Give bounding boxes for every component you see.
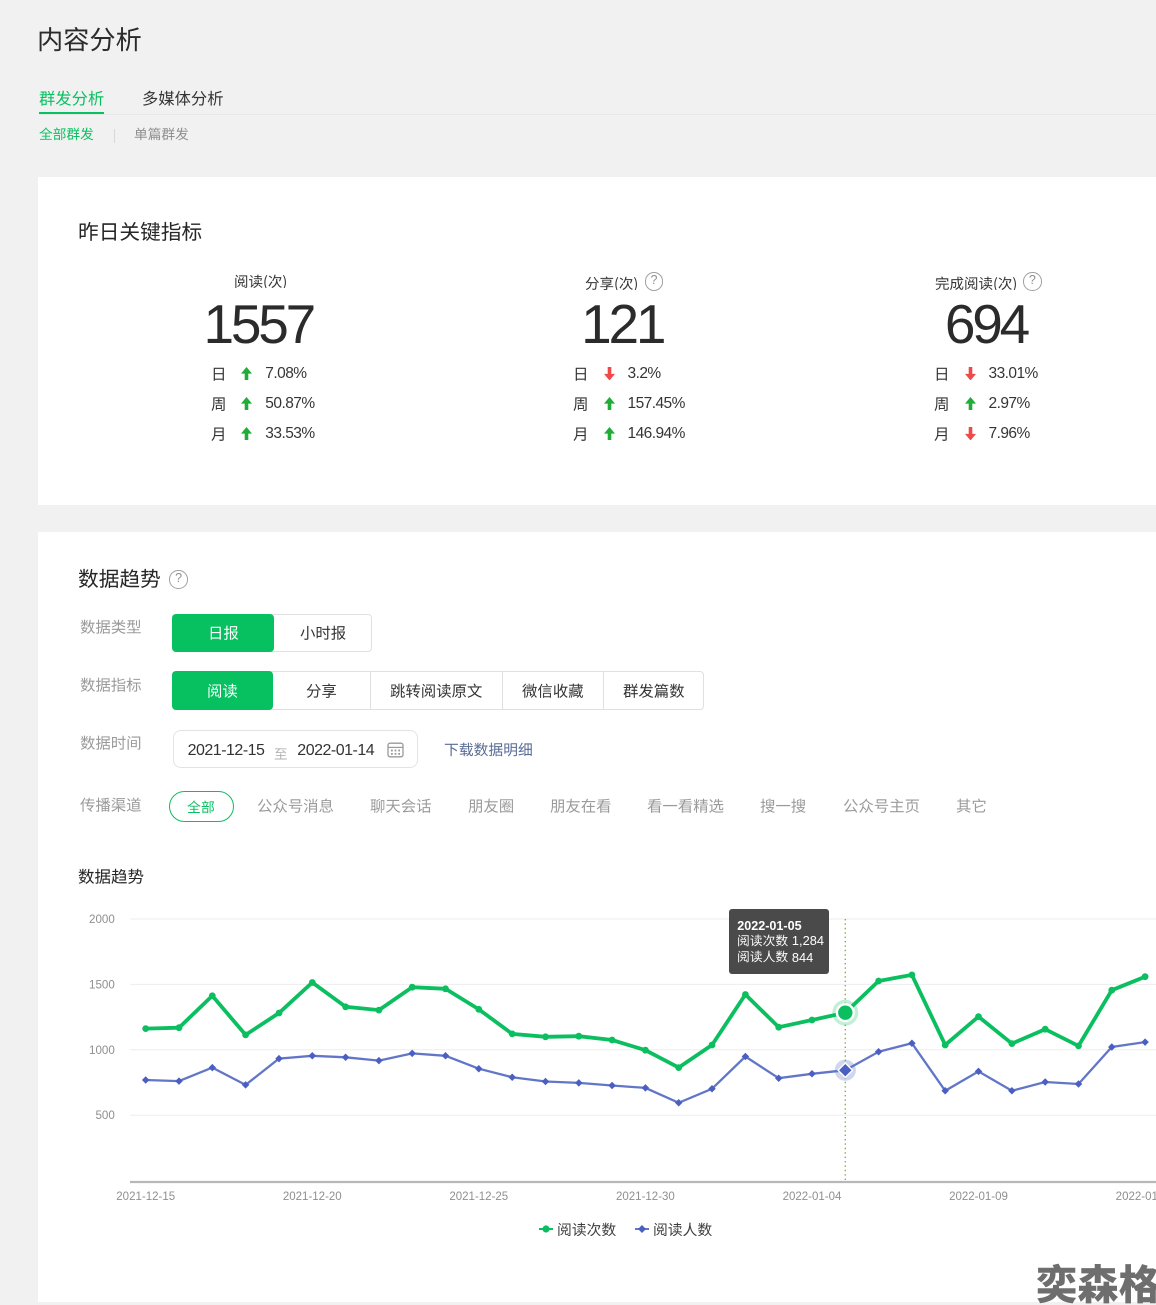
svg-text:2022-01-04: 2022-01-04 [783, 1191, 842, 1203]
svg-text:2022-01-09: 2022-01-09 [949, 1191, 1008, 1203]
svg-text:1500: 1500 [89, 978, 115, 991]
svg-text:2021-12-15: 2021-12-15 [116, 1191, 175, 1203]
svg-text:1000: 1000 [89, 1044, 115, 1057]
svg-text:2000: 2000 [89, 913, 115, 926]
svg-text:2021-12-25: 2021-12-25 [449, 1191, 508, 1203]
svg-text:2021-12-20: 2021-12-20 [283, 1191, 342, 1203]
svg-text:2021-12-30: 2021-12-30 [616, 1191, 675, 1203]
svg-text:2022-01-14: 2022-01-14 [1116, 1191, 1156, 1203]
svg-text:500: 500 [95, 1109, 114, 1122]
